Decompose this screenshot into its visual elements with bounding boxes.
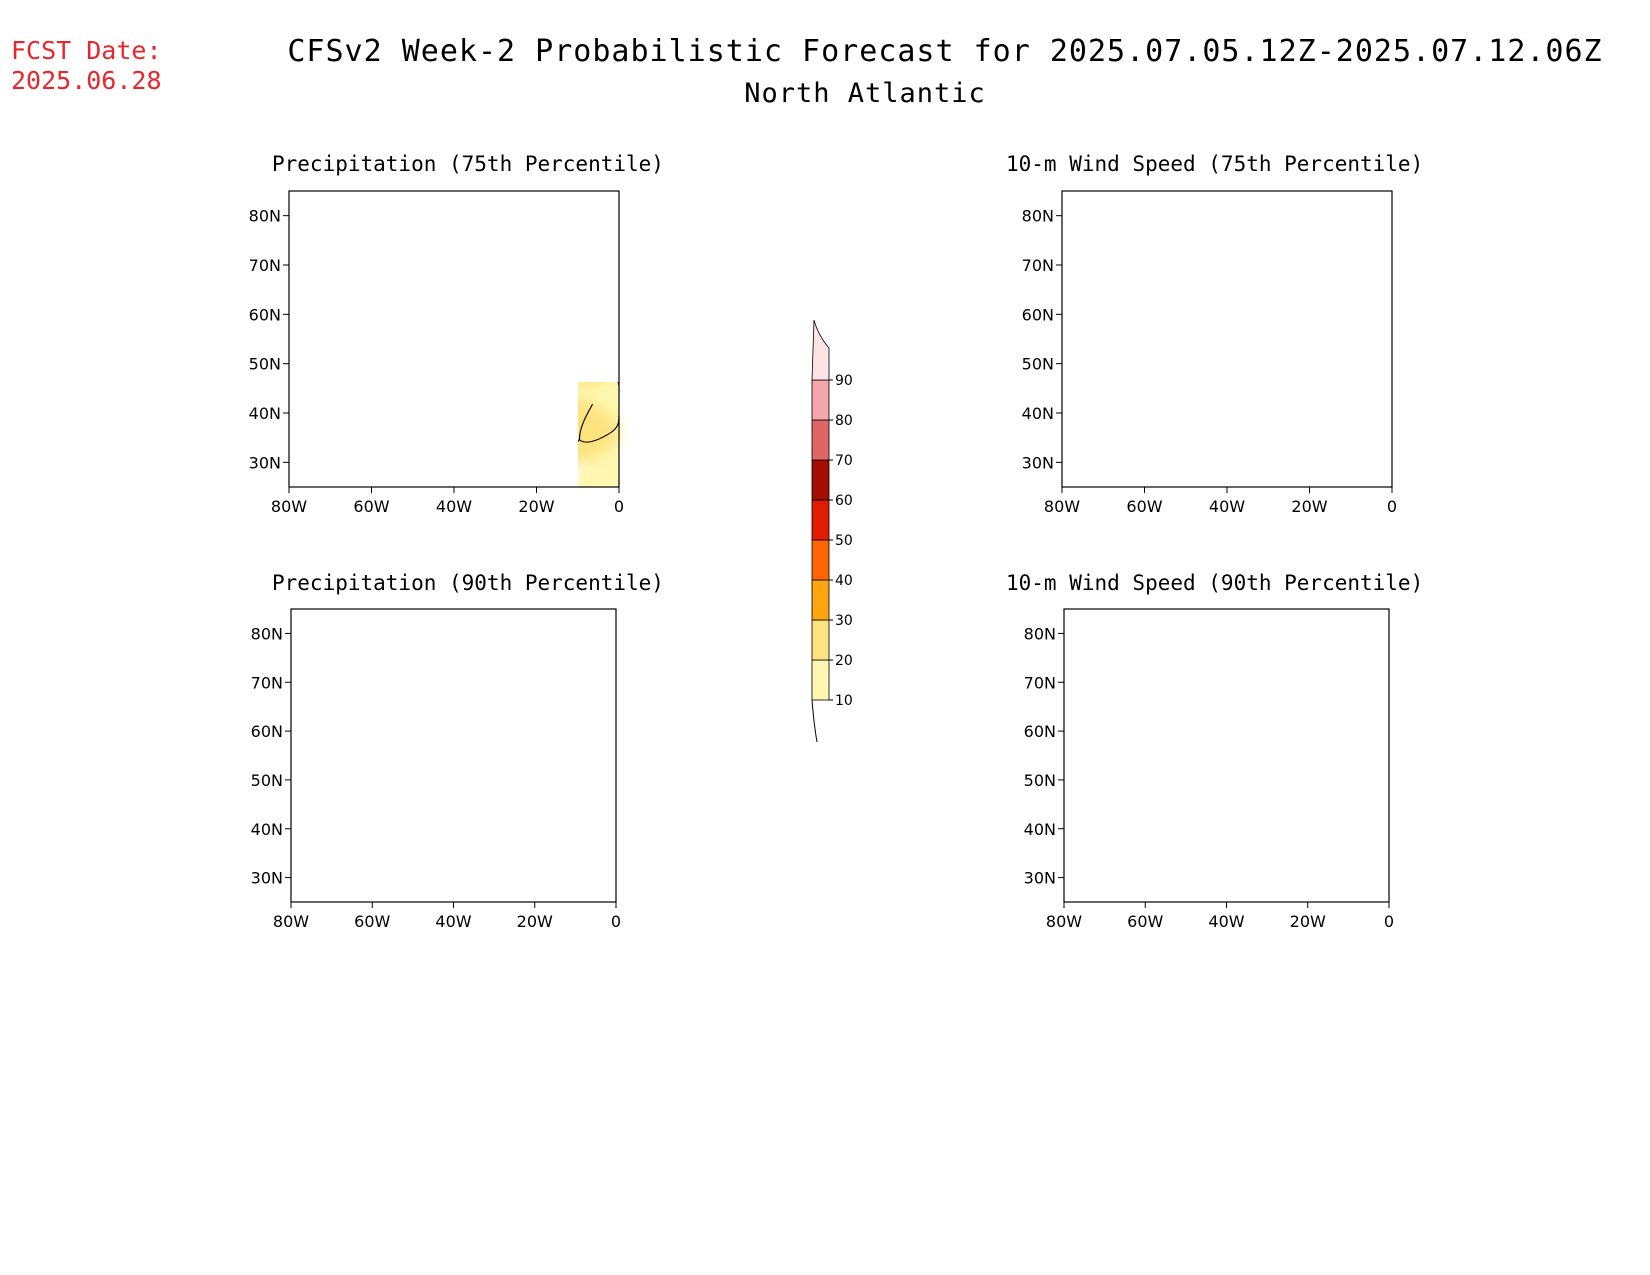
lon-tick-label-wind-90: 80W (1046, 912, 1082, 931)
lat-tick-label-wind-75: 70N (1022, 256, 1054, 275)
colorbar-label: 90 (835, 373, 853, 389)
colorbar-swatch (811, 379, 830, 421)
panel-title-wind-75: 10-m Wind Speed (75th Percentile) (1006, 152, 1424, 176)
lat-tick-label-precip-75: 60N (249, 305, 281, 324)
map-precip-90 (290, 608, 617, 903)
forecast-date-label: FCST Date: 2025.06.28 (11, 36, 162, 96)
colorbar-swatch (811, 619, 830, 661)
lon-tick-label-precip-75: 80W (271, 497, 307, 516)
lon-tick-label-precip-90: 40W (435, 912, 471, 931)
map-wind-90 (1063, 608, 1390, 903)
lon-tick-label-precip-90: 20W (517, 912, 553, 931)
colorbar: 10 20 30 40 50 60 70 80 90 (811, 319, 853, 743)
lat-tick-label-wind-75: 40N (1022, 404, 1054, 423)
lat-tick-label-wind-75: 80N (1022, 207, 1054, 226)
panel-title-wind-90: 10-m Wind Speed (90th Percentile) (1006, 571, 1424, 595)
lat-tick-label-precip-75: 70N (249, 256, 281, 275)
lon-tick-label-wind-75: 40W (1209, 497, 1245, 516)
page-subtitle: North Atlantic (744, 78, 986, 109)
lon-tick-label-wind-75: 60W (1126, 497, 1162, 516)
lat-tick-label-precip-75: 80N (249, 207, 281, 226)
lat-tick-label-precip-90: 50N (251, 771, 283, 790)
colorbar-swatch (811, 579, 830, 621)
map-wind-75 (1061, 190, 1393, 488)
lon-tick-label-wind-90: 40W (1208, 912, 1244, 931)
colorbar-swatch (811, 539, 830, 581)
colorbar-swatch (811, 499, 830, 541)
colorbar-label: 40 (835, 573, 853, 589)
lat-tick-label-wind-75: 60N (1022, 305, 1054, 324)
lon-tick-label-wind-75: 80W (1044, 497, 1080, 516)
map-precip-75 (288, 190, 629, 487)
colorbar-label: 50 (835, 533, 853, 549)
lat-tick-label-precip-75: 30N (249, 453, 281, 472)
colorbar-label: 10 (835, 693, 853, 709)
lon-tick-label-precip-90: 60W (354, 912, 390, 931)
colorbar-swatch (811, 659, 830, 701)
lat-tick-label-precip-90: 60N (251, 722, 283, 741)
panel-title-precip-90: Precipitation (90th Percentile) (272, 571, 664, 595)
fcst-label-text: FCST Date: (11, 36, 162, 65)
lon-tick-label-precip-90: 80W (273, 912, 309, 931)
lat-tick-label-wind-90: 50N (1024, 771, 1056, 790)
lat-tick-label-wind-90: 30N (1024, 869, 1056, 888)
page-title: CFSv2 Week-2 Probabilistic Forecast for … (287, 34, 1603, 69)
colorbar-swatch (811, 319, 830, 381)
lon-tick-label-precip-75: 60W (353, 497, 389, 516)
colorbar-label: 30 (835, 613, 853, 629)
colorbar-label: 80 (835, 413, 853, 429)
lat-tick-label-precip-75: 40N (249, 404, 281, 423)
lon-tick-label-precip-75: 20W (518, 497, 554, 516)
lat-tick-label-precip-90: 80N (251, 624, 283, 643)
colorbar-swatch (811, 459, 830, 501)
panel-title-precip-75: Precipitation (75th Percentile) (272, 152, 664, 176)
colorbar-label: 20 (835, 653, 853, 669)
lon-tick-label-wind-75: 20W (1291, 497, 1327, 516)
lat-tick-label-wind-90: 60N (1024, 722, 1056, 741)
fcst-date-text: 2025.06.28 (11, 66, 162, 95)
lat-tick-label-wind-90: 40N (1024, 820, 1056, 839)
lon-tick-label-precip-75: 40W (436, 497, 472, 516)
lat-tick-label-wind-90: 80N (1024, 624, 1056, 643)
lat-tick-label-precip-90: 40N (251, 820, 283, 839)
lat-tick-label-precip-90: 70N (251, 673, 283, 692)
lon-tick-label-wind-90: 20W (1290, 912, 1326, 931)
lon-tick-label-wind-90: 0 (1384, 912, 1394, 931)
lon-tick-label-wind-90: 60W (1127, 912, 1163, 931)
lat-tick-label-precip-75: 50N (249, 355, 281, 374)
lon-tick-label-precip-90: 0 (611, 912, 621, 931)
axes-layer: 80N 70N 60N 50N 40N 30N 80W 60W 40W 20W 0 80N 70N 60N… (249, 207, 1397, 931)
lon-tick-label-wind-75: 0 (1387, 497, 1397, 516)
colorbar-label: 70 (835, 453, 853, 469)
lat-tick-label-precip-90: 30N (251, 869, 283, 888)
lon-tick-label-precip-75: 0 (614, 497, 624, 516)
lat-tick-label-wind-90: 70N (1024, 673, 1056, 692)
lat-tick-label-wind-75: 50N (1022, 355, 1054, 374)
colorbar-label: 60 (835, 493, 853, 509)
lat-tick-label-wind-75: 30N (1022, 453, 1054, 472)
colorbar-swatch (811, 419, 830, 461)
